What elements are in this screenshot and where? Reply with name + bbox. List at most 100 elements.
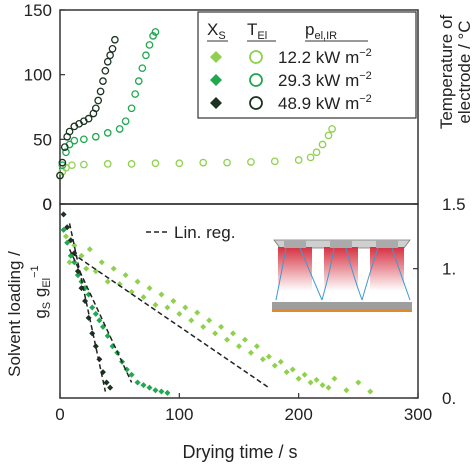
bottom-data-point	[164, 389, 171, 396]
right-y-tick-label: 0.	[442, 389, 456, 408]
top-data-point	[247, 158, 255, 166]
bottom-data-point	[289, 366, 296, 373]
bottom-data-point	[158, 291, 165, 298]
top-data-point	[151, 159, 160, 168]
top-data-point	[103, 57, 112, 66]
bottom-data-point	[212, 330, 219, 337]
lamp-3	[376, 240, 398, 248]
top-data-point	[312, 148, 321, 157]
top-data-point	[270, 157, 279, 166]
bottom-data-point	[325, 384, 332, 391]
top-data-point	[149, 32, 157, 40]
bottom-data-point	[134, 379, 141, 386]
top-data-point	[111, 35, 119, 44]
legend-header-tel: TEl	[247, 20, 267, 42]
bottom-data-point	[71, 259, 78, 266]
bottom-data-point	[194, 309, 201, 316]
bottom-data-point	[301, 371, 308, 378]
top-data-point	[58, 158, 67, 167]
top-data-point	[138, 64, 147, 73]
bottom-data-point	[98, 259, 105, 266]
bottom-data-point	[140, 294, 147, 301]
bottom-data-point	[218, 323, 225, 330]
bottom-data-point	[188, 317, 195, 324]
bottom-data-point	[253, 343, 260, 350]
bottom-data-point	[83, 265, 90, 272]
bottom-data-point	[96, 317, 103, 324]
top-data-point	[318, 140, 327, 149]
legend: XS TEl pel,IR 12.2 kW m−2 29.3 kW m−2 48.9…	[197, 11, 417, 119]
radiator-glow-2	[324, 247, 358, 291]
bottom-data-point	[122, 272, 129, 279]
bottom-data-point	[146, 285, 153, 292]
heater-setup-illustration	[272, 239, 412, 312]
bottom-data-point	[67, 237, 74, 244]
bottom-data-point	[128, 288, 135, 295]
bottom-data-point	[64, 224, 71, 231]
bottom-data-point	[62, 233, 69, 240]
top-data-point	[84, 114, 93, 123]
legend-diamond-marker	[210, 97, 222, 109]
regression-legend-label: Lin. reg.	[174, 223, 235, 242]
legend-circle-marker	[249, 50, 263, 64]
legend-entry-label: 48.9 kW m−2	[278, 93, 372, 113]
bottom-data-point	[134, 278, 141, 285]
top-y-tick-label: 150	[24, 1, 52, 20]
bottom-data-point	[89, 304, 96, 311]
regression-lines	[68, 223, 270, 392]
right-y-tick-label: 1.	[442, 260, 456, 279]
bottom-data-point	[307, 379, 314, 386]
bottom-data-point	[128, 371, 135, 378]
bottom-data-point	[313, 376, 320, 383]
bottom-data-point	[176, 310, 183, 317]
top-data-point	[328, 125, 336, 133]
bottom-data-point	[64, 239, 71, 246]
bottom-data-point	[295, 375, 302, 382]
top-data-point	[108, 44, 117, 53]
bottom-data-point	[265, 353, 272, 360]
bottom-data-point	[367, 388, 374, 395]
top-data-point	[103, 160, 112, 168]
top-data-point	[324, 131, 333, 140]
x-tick-label: 200	[284, 405, 312, 424]
legend-circle-marker	[249, 73, 263, 87]
bottom-data-point	[277, 358, 284, 365]
top-data-point	[199, 158, 208, 167]
top-data-point	[94, 96, 103, 105]
top-data-point	[68, 161, 76, 170]
legend-header-xs: XS	[207, 20, 226, 42]
top-data-point	[306, 153, 315, 162]
radiator-glow-1	[278, 247, 312, 291]
top-data-point	[127, 104, 136, 113]
top-data-point	[101, 66, 110, 75]
bottom-data-point	[236, 343, 242, 350]
bottom-data-point	[331, 375, 338, 382]
electrode-layer	[272, 309, 412, 312]
top-data-point	[62, 148, 70, 157]
top-series-layer	[56, 28, 336, 180]
top-data-point	[115, 125, 124, 133]
lamp-1	[284, 240, 306, 248]
bottom-data-point	[104, 278, 111, 285]
lamp-2	[330, 240, 352, 248]
top-data-point	[142, 51, 150, 60]
top-data-point	[91, 132, 100, 141]
bottom-data-point	[259, 356, 266, 363]
legend-circle-marker	[249, 96, 263, 110]
legend-entry-label: 12.2 kW m−2	[278, 47, 372, 67]
bottom-data-point	[224, 336, 231, 343]
bottom-data-point	[92, 343, 99, 350]
right-y-axis-label-line1: Temperature of	[437, 15, 456, 130]
bottom-data-point	[107, 384, 114, 391]
legend-diamond-marker	[210, 51, 222, 63]
bottom-data-point	[110, 265, 117, 272]
bottom-panel: 0 100 200 300 0 0. 1. 1.5 Lin. reg.	[5, 195, 466, 462]
bottom-data-point	[200, 323, 207, 330]
right-y-tick-label: 1.5	[442, 195, 466, 214]
substrate-layer	[272, 302, 412, 309]
left-y-axis-label-line2: gS gEl−1	[29, 265, 53, 318]
bottom-data-point	[74, 272, 81, 279]
top-data-point	[294, 156, 303, 164]
bottom-data-point	[271, 362, 278, 369]
